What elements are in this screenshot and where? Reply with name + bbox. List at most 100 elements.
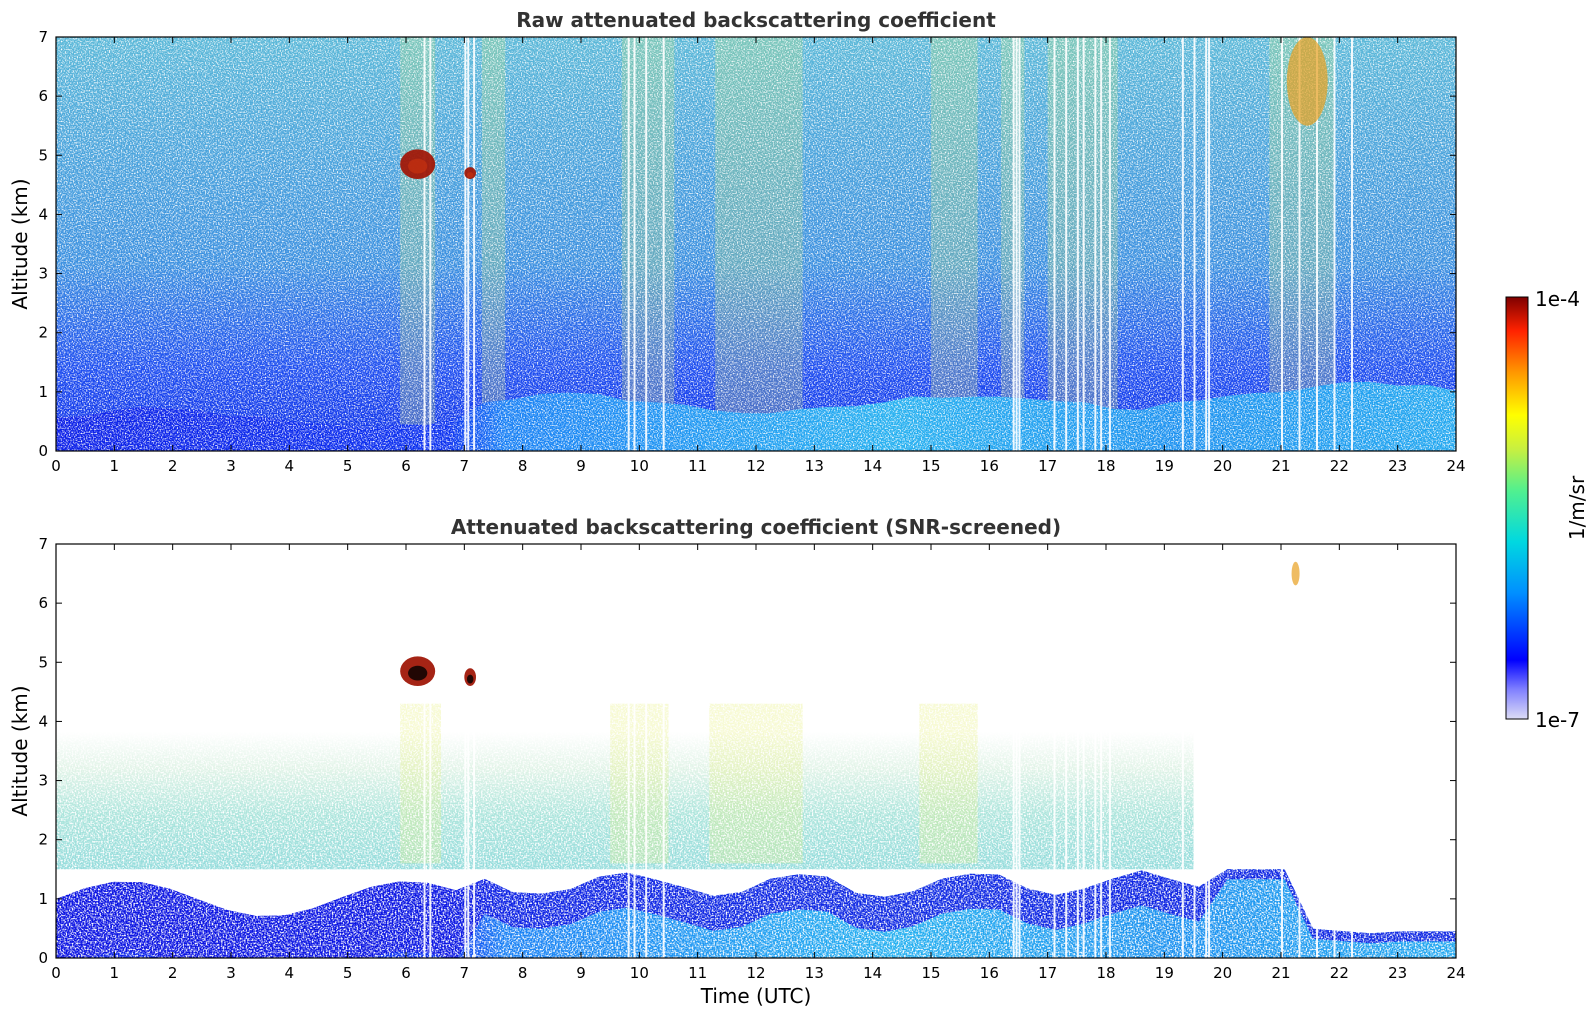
time-axis-label: Time (UTC)	[700, 984, 812, 1008]
x-tick-label: 11	[688, 457, 707, 475]
data-gap	[1208, 37, 1211, 451]
data-gap	[1076, 544, 1079, 958]
x-tick-label: 4	[285, 457, 295, 475]
data-gap	[1316, 544, 1318, 958]
raw-heatmap	[56, 37, 1456, 451]
data-gap	[1076, 37, 1079, 451]
screened-panel-title: Attenuated backscattering coefficient (S…	[451, 515, 1061, 539]
x-tick-label: 4	[285, 964, 295, 982]
y-tick-label: 2	[38, 831, 48, 849]
x-tick-label: 24	[1446, 457, 1465, 475]
x-tick-label: 20	[1213, 457, 1232, 475]
data-gap	[429, 544, 432, 958]
data-gap	[1012, 37, 1015, 451]
y-tick-label: 6	[38, 87, 48, 105]
cloud-core-1	[466, 172, 474, 178]
x-tick-label: 2	[168, 964, 178, 982]
data-gap	[473, 544, 476, 958]
data-gap	[1082, 37, 1085, 451]
data-gap	[1181, 37, 1184, 451]
data-gap	[423, 37, 426, 451]
screened-backscatter-panel: Attenuated backscattering coefficient (S…	[8, 515, 1466, 1008]
colorbar-unit-label: 1/m/sr	[1565, 475, 1589, 540]
data-gap	[1094, 37, 1097, 451]
data-gap	[1205, 37, 1208, 451]
data-gap	[1281, 37, 1283, 451]
cloud-core-1	[466, 674, 474, 684]
colorbar-min-label: 1e-7	[1535, 708, 1580, 732]
y-tick-label: 7	[38, 535, 48, 553]
data-gap	[1351, 37, 1353, 451]
data-gap	[1298, 544, 1301, 958]
data-gap	[633, 544, 636, 958]
data-gap	[627, 544, 630, 958]
data-gap	[1193, 544, 1196, 958]
data-gap	[662, 37, 665, 451]
cloud-2	[1286, 37, 1328, 126]
data-gap	[473, 37, 476, 451]
x-tick-label: 9	[576, 964, 586, 982]
y-tick-label: 1	[38, 890, 48, 908]
x-tick-label: 8	[518, 964, 528, 982]
x-tick-label: 22	[1330, 964, 1349, 982]
raw-y-axis-label: Altitude (km)	[8, 178, 32, 309]
data-gap	[464, 37, 467, 451]
x-tick-label: 24	[1446, 964, 1465, 982]
x-tick-label: 10	[630, 964, 649, 982]
x-tick-label: 12	[746, 964, 765, 982]
data-gap	[645, 37, 648, 451]
x-tick-label: 3	[226, 457, 236, 475]
data-gap	[467, 37, 470, 451]
data-gap	[627, 37, 630, 451]
x-tick-label: 0	[51, 457, 61, 475]
data-gap	[467, 544, 470, 958]
y-tick-label: 3	[38, 772, 48, 790]
x-tick-label: 6	[401, 964, 411, 982]
data-gap	[1181, 544, 1184, 958]
data-gap	[1082, 544, 1085, 958]
data-gap	[1065, 544, 1068, 958]
x-tick-label: 0	[51, 964, 61, 982]
y-tick-label: 5	[38, 146, 48, 164]
x-tick-label: 18	[1096, 964, 1115, 982]
data-gap	[1298, 37, 1301, 451]
y-tick-label: 6	[38, 594, 48, 612]
y-tick-label: 1	[38, 383, 48, 401]
x-tick-label: 23	[1388, 457, 1407, 475]
data-gap	[1333, 544, 1336, 958]
y-tick-label: 0	[38, 949, 48, 967]
data-gap	[1316, 37, 1318, 451]
x-tick-label: 14	[863, 964, 882, 982]
data-gap	[1208, 544, 1211, 958]
x-tick-label: 6	[401, 457, 411, 475]
x-tick-label: 7	[460, 964, 470, 982]
data-gap	[1053, 37, 1056, 451]
cloud-core-0	[408, 665, 428, 681]
data-gap	[662, 544, 665, 958]
x-tick-label: 22	[1330, 457, 1349, 475]
colorbar: 1e-4 1e-7 1/m/sr	[1505, 287, 1589, 732]
y-tick-label: 3	[38, 265, 48, 283]
x-tick-label: 15	[921, 964, 940, 982]
screened-x-axis: 0 1 2 3 4 5 6 7 8 9 10 11 12 13 14 15 16 17 18 19 20 21 22 23 24	[51, 544, 1466, 982]
data-gap	[1100, 544, 1103, 958]
data-gap	[1015, 544, 1018, 958]
screened-heatmap	[56, 544, 1456, 958]
screened-y-axis-label: Altitude (km)	[8, 685, 32, 816]
y-tick-label: 0	[38, 442, 48, 460]
y-tick-label: 2	[38, 324, 48, 342]
data-gap	[1015, 37, 1018, 451]
x-tick-label: 16	[980, 457, 999, 475]
raw-y-axis: 0 1 2 3 4 5 6 7	[38, 28, 1456, 460]
data-gap	[645, 544, 648, 958]
x-tick-label: 17	[1038, 964, 1057, 982]
x-tick-label: 1	[110, 964, 120, 982]
data-gap	[1053, 544, 1056, 958]
raw-x-axis: 0 1 2 3 4 5 6 7 8 9 10 11 12 13 14 15 16 17 18 19 20 21 22 23 24	[51, 37, 1466, 475]
data-gap	[1281, 544, 1283, 958]
y-tick-label: 5	[38, 653, 48, 671]
y-tick-label: 4	[38, 712, 48, 730]
x-tick-label: 5	[343, 964, 353, 982]
colorbar-gradient	[1505, 296, 1529, 720]
